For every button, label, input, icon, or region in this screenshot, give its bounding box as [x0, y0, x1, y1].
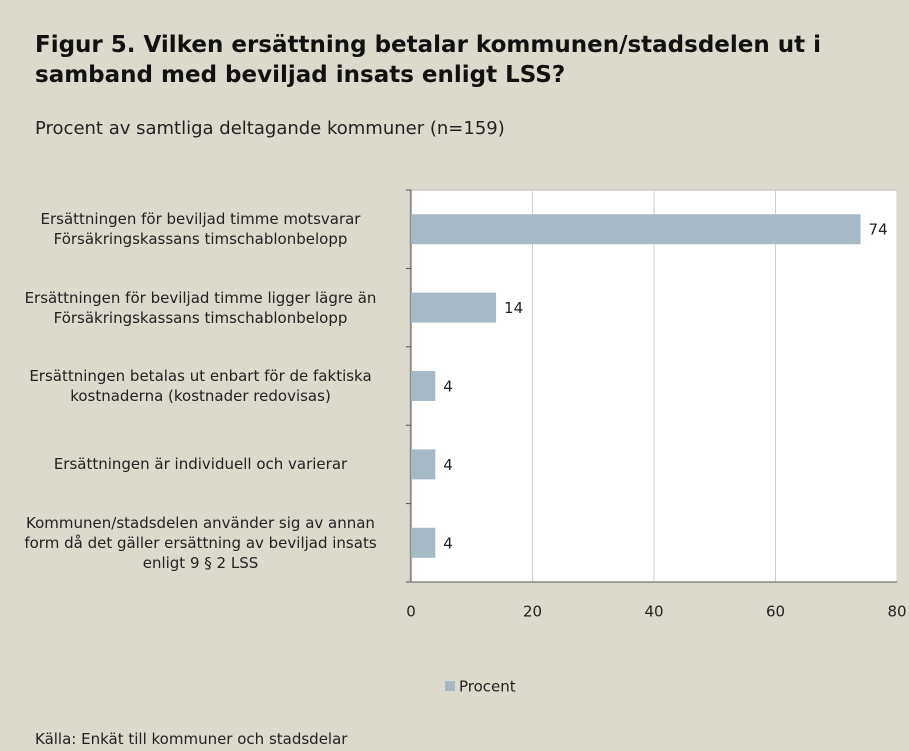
- source-note: Källa: Enkät till kommuner och stadsdela…: [35, 730, 348, 748]
- category-label-box: Ersättningen för beviljad timme ligger l…: [24, 288, 377, 327]
- bar: [411, 214, 861, 245]
- value-label: 4: [443, 456, 453, 474]
- bar: [411, 371, 436, 401]
- y-tick-label: Kommunen/stadsdelen använder sig av anna…: [24, 513, 377, 572]
- chart-subtitle: Procent av samtliga deltagande kommuner …: [35, 118, 505, 139]
- x-tick-label: 80: [887, 603, 906, 621]
- value-label: 4: [443, 378, 453, 396]
- category-label-box: Ersättningen för beviljad timme motsvara…: [40, 210, 361, 249]
- legend-label: Procent: [459, 678, 516, 696]
- bar: [411, 449, 436, 480]
- x-tick-label: 20: [523, 603, 542, 621]
- x-tick-label: 0: [406, 603, 416, 621]
- y-tick-label: Ersättningen för beviljad timme ligger l…: [24, 288, 377, 327]
- value-label: 14: [504, 299, 523, 317]
- y-tick-label: Ersättningen är individuell och varierar: [53, 455, 348, 474]
- chart-title: Figur 5. Vilken ersättning betalar kommu…: [35, 32, 822, 88]
- y-tick-label: Ersättningen för beviljad timme motsvara…: [40, 210, 361, 249]
- y-tick-label: Ersättningen betalas ut enbart för de fa…: [29, 367, 372, 405]
- value-label: 74: [869, 221, 888, 239]
- category-label-box: Kommunen/stadsdelen använder sig av anna…: [24, 513, 377, 572]
- category-label-box: Ersättningen betalas ut enbart för de fa…: [29, 367, 372, 405]
- value-label: 4: [443, 534, 453, 552]
- legend-swatch: [445, 681, 455, 691]
- bar: [411, 527, 436, 558]
- x-tick-label: 60: [766, 603, 785, 621]
- bar: [411, 292, 497, 323]
- category-label-box: Ersättningen är individuell och varierar: [53, 455, 348, 474]
- x-tick-label: 40: [644, 603, 663, 621]
